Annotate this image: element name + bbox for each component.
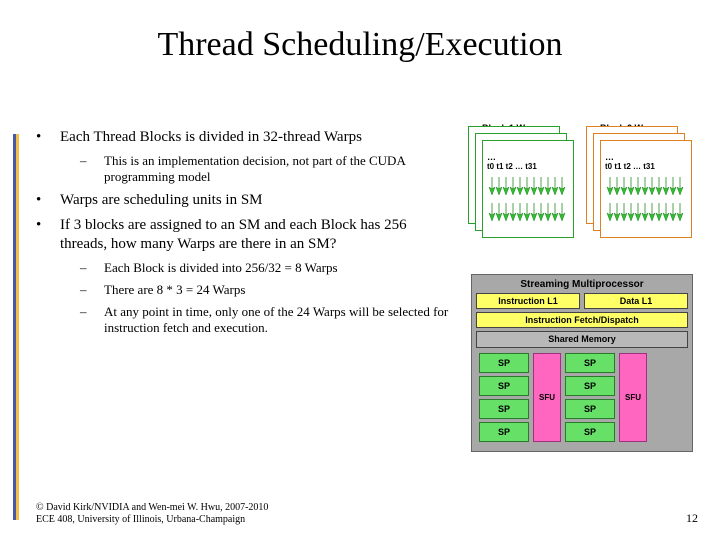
- arrows-icon: [605, 175, 685, 197]
- arrows-icon: [487, 201, 567, 223]
- bullet-1-text: Each Thread Blocks is divided in 32-thre…: [60, 128, 362, 147]
- streaming-multiprocessor: Streaming Multiprocessor Instruction L1 …: [471, 274, 693, 452]
- sp-unit: SP: [479, 353, 529, 373]
- bullet-3: •If 3 blocks are assigned to an SM and e…: [36, 216, 456, 254]
- thread-label: t0 t1 t2 … t31: [605, 162, 687, 171]
- ellipsis: …: [487, 144, 569, 162]
- bullet-3-1-text: Each Block is divided into 256/32 = 8 Wa…: [104, 260, 338, 276]
- sp-unit: SP: [565, 399, 615, 419]
- bullet-3-text: If 3 blocks are assigned to an SM and ea…: [60, 216, 456, 254]
- block2-warps: Block 2 Warps … t0 t1 t2 … t31: [586, 126, 694, 246]
- arrows-icon: [487, 175, 567, 197]
- sfu-unit: SFU: [619, 353, 647, 442]
- sp-unit: SP: [565, 353, 615, 373]
- sp-unit: SP: [479, 422, 529, 442]
- sp-unit: SP: [565, 422, 615, 442]
- content-area: •Each Thread Blocks is divided in 32-thr…: [36, 128, 456, 343]
- bullet-3-3: –At any point in time, only one of the 2…: [80, 304, 456, 337]
- bullet-3-2: –There are 8 * 3 = 24 Warps: [80, 282, 456, 298]
- arrows-icon: [605, 201, 685, 223]
- bullet-1: •Each Thread Blocks is divided in 32-thr…: [36, 128, 456, 147]
- footer-line2: ECE 408, University of Illinois, Urbana-…: [36, 514, 268, 526]
- bullet-1-1: –This is an implementation decision, not…: [80, 153, 456, 186]
- footer: © David Kirk/NVIDIA and Wen-mei W. Hwu, …: [36, 502, 268, 526]
- fetch-dispatch: Instruction Fetch/Dispatch: [476, 312, 688, 328]
- bullet-3-2-text: There are 8 * 3 = 24 Warps: [104, 282, 245, 298]
- page-number: 12: [686, 511, 698, 526]
- sp-unit: SP: [565, 376, 615, 396]
- shared-memory: Shared Memory: [476, 331, 688, 348]
- arrow-row: [487, 175, 569, 197]
- data-l1: Data L1: [584, 293, 688, 309]
- sfu-unit: SFU: [533, 353, 561, 442]
- arrow-row: [605, 201, 687, 223]
- page-title: Thread Scheduling/Execution: [0, 0, 720, 64]
- arrow-row: [605, 175, 687, 197]
- bullet-2: •Warps are scheduling units in SM: [36, 191, 456, 210]
- accent-bar: [13, 134, 19, 520]
- warp-card-front: … t0 t1 t2 … t31: [482, 140, 574, 238]
- sp-grid: SP SFU SP SFU SP SP SP SP SP SP: [476, 351, 688, 446]
- bullet-3-1: –Each Block is divided into 256/32 = 8 W…: [80, 260, 456, 276]
- shared-title: Shared Memory: [477, 332, 687, 347]
- instruction-l1: Instruction L1: [476, 293, 580, 309]
- arrow-row: [487, 201, 569, 223]
- diagram: Block 1 Warps … t0 t1 t2 … t31 Block 2 W…: [468, 126, 702, 496]
- bullet-1-1-text: This is an implementation decision, not …: [104, 153, 456, 186]
- warp-card-front: … t0 t1 t2 … t31: [600, 140, 692, 238]
- sp-unit: SP: [479, 376, 529, 396]
- ellipsis: …: [605, 144, 687, 162]
- block1-warps: Block 1 Warps … t0 t1 t2 … t31: [468, 126, 576, 246]
- cache-row: Instruction L1 Data L1: [476, 293, 688, 309]
- thread-label: t0 t1 t2 … t31: [487, 162, 569, 171]
- sp-unit: SP: [479, 399, 529, 419]
- bullet-3-3-text: At any point in time, only one of the 24…: [104, 304, 456, 337]
- sm-title: Streaming Multiprocessor: [476, 279, 688, 290]
- footer-line1: © David Kirk/NVIDIA and Wen-mei W. Hwu, …: [36, 502, 268, 514]
- bullet-2-text: Warps are scheduling units in SM: [60, 191, 263, 210]
